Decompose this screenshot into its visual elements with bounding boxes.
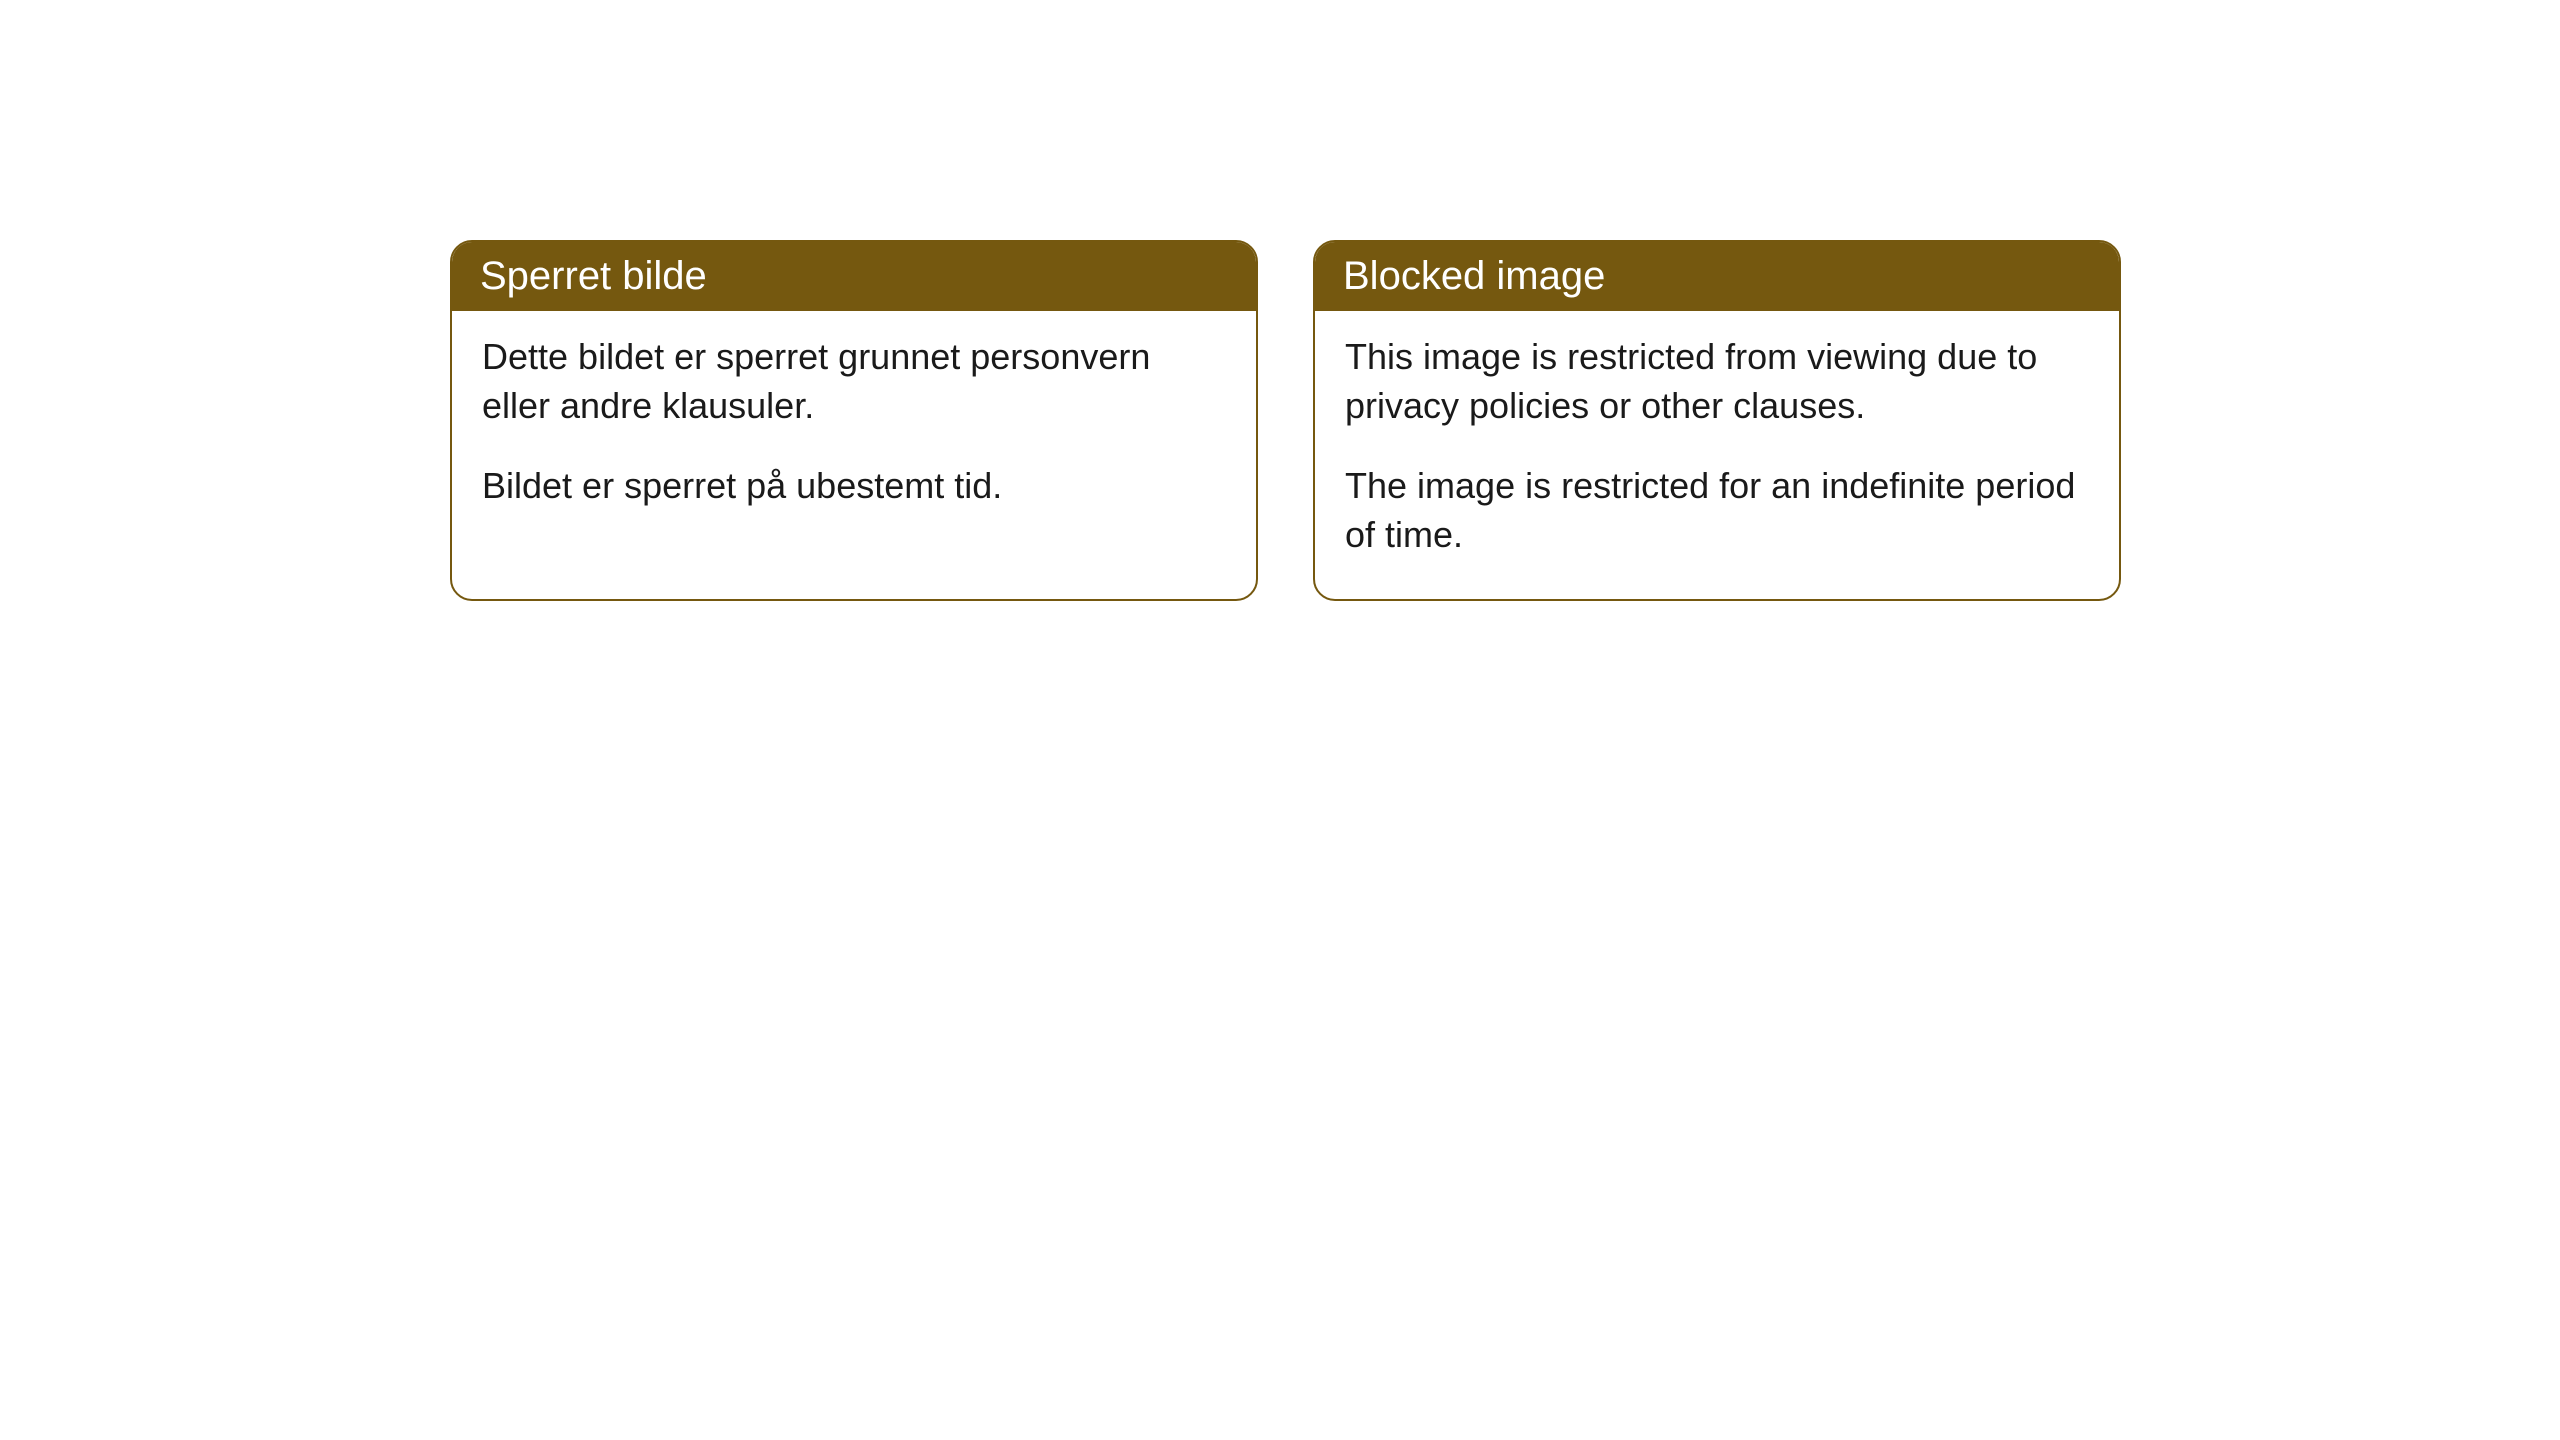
card-paragraph-2: The image is restricted for an indefinit…	[1345, 462, 2089, 559]
card-body: This image is restricted from viewing du…	[1315, 311, 2119, 599]
card-title: Sperret bilde	[480, 254, 707, 298]
blocked-image-card-norwegian: Sperret bilde Dette bildet er sperret gr…	[450, 240, 1258, 601]
card-header: Sperret bilde	[452, 242, 1256, 311]
card-paragraph-1: Dette bildet er sperret grunnet personve…	[482, 333, 1226, 430]
card-paragraph-2: Bildet er sperret på ubestemt tid.	[482, 462, 1226, 511]
card-paragraph-1: This image is restricted from viewing du…	[1345, 333, 2089, 430]
card-header: Blocked image	[1315, 242, 2119, 311]
blocked-image-card-english: Blocked image This image is restricted f…	[1313, 240, 2121, 601]
card-title: Blocked image	[1343, 254, 1605, 298]
cards-container: Sperret bilde Dette bildet er sperret gr…	[0, 0, 2560, 601]
card-body: Dette bildet er sperret grunnet personve…	[452, 311, 1256, 551]
